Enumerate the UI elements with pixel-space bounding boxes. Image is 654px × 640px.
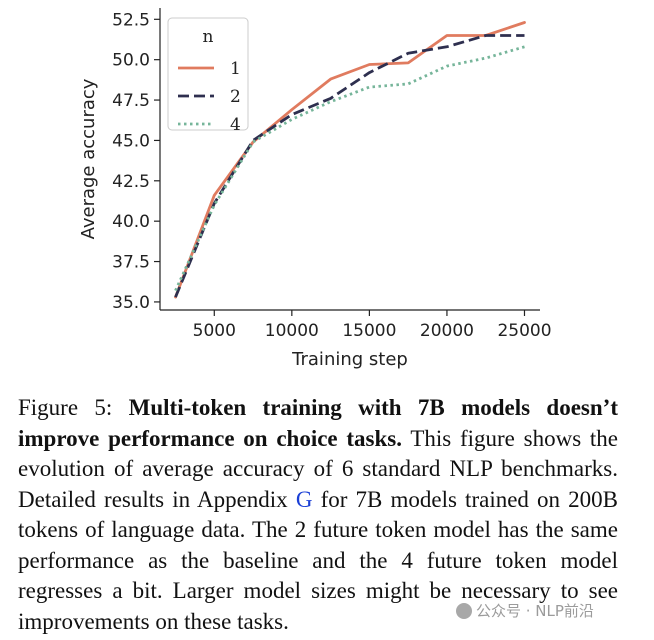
y-axis-label: Average accuracy: [78, 78, 99, 239]
chart-legend: n1 2 4: [167, 17, 249, 135]
figure-caption: Figure 5: Multi-token training with 7B m…: [18, 393, 618, 637]
y-tick-label: 35.0: [112, 293, 150, 313]
legend-label-1: 1: [230, 59, 241, 79]
series-line-1: [174, 21, 526, 299]
y-tick-label: 40.0: [112, 212, 150, 232]
legend-title: n: [203, 27, 214, 47]
chart-series: [174, 21, 526, 299]
caption-text-continued: for 7B models trained on 200B tokens of …: [18, 486, 619, 634]
legend-label-4: 4: [230, 115, 241, 135]
x-tick-label: 10000: [265, 321, 319, 341]
watermark-text: 公众号 · NLP前沿: [476, 602, 594, 620]
y-tick-label: 47.5: [112, 91, 150, 111]
wechat-icon: [456, 602, 472, 619]
y-tick-label: 42.5: [112, 172, 150, 192]
y-tick-label: 37.5: [112, 253, 150, 273]
series-line-4: [174, 45, 525, 292]
legend-box: [167, 17, 249, 131]
x-tick-label: 20000: [420, 321, 474, 341]
line-chart: 35.0 37.5 40.0 42.5 45.0 47.5 50.0 52.5 5000 1000…: [78, 8, 552, 370]
legend-label-2: 2: [230, 87, 241, 107]
caption-text: This figure shows the evolution of avera…: [18, 425, 618, 512]
chart-axes: 35.0 37.5 40.0 42.5 45.0 47.5 50.0 52.5 5000 1000…: [112, 8, 552, 341]
watermark: 公众号 · NLP前沿: [456, 600, 594, 621]
x-axis-label: Training step: [291, 349, 408, 370]
caption-label: Figure 5:: [18, 395, 113, 420]
y-tick-label: 45.0: [112, 131, 150, 151]
appendix-link[interactable]: G: [295, 486, 313, 512]
x-tick-label: 25000: [497, 321, 551, 341]
caption-bold-text: Multi-token training with 7B models does…: [18, 395, 618, 451]
x-tick-label: 5000: [193, 321, 236, 341]
x-tick-label: 15000: [342, 321, 396, 341]
y-tick-label: 52.5: [112, 10, 150, 30]
y-tick-label: 50.0: [112, 51, 150, 71]
